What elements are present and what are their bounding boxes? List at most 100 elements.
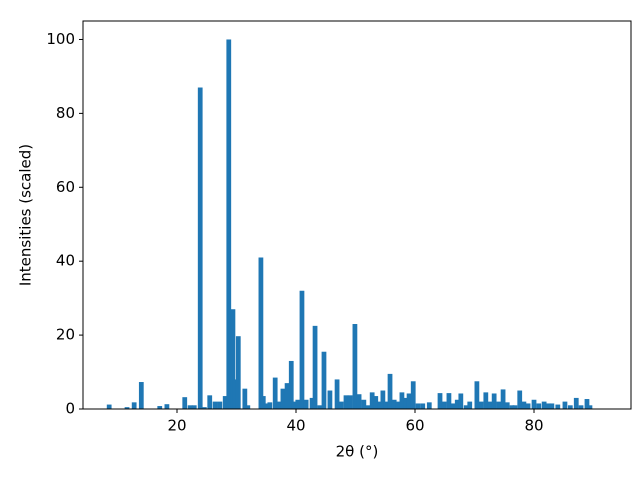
bar: [496, 401, 502, 409]
bar: [312, 325, 318, 409]
bar: [338, 401, 344, 409]
bar: [483, 392, 489, 409]
x-tick-label: 40: [286, 417, 305, 435]
bar: [217, 401, 223, 409]
bar: [536, 403, 542, 409]
bar: [131, 402, 137, 409]
bar: [327, 390, 333, 409]
bar: [491, 393, 497, 409]
y-tick-label: 20: [56, 326, 75, 344]
bar: [343, 395, 349, 409]
bar: [446, 393, 452, 409]
bar: [437, 393, 443, 409]
bar: [578, 405, 584, 409]
bar: [226, 39, 232, 409]
plot-frame: [82, 20, 632, 410]
bar: [187, 405, 193, 409]
bar: [395, 401, 401, 409]
bar: [562, 401, 568, 409]
bar: [230, 309, 236, 409]
bar: [373, 396, 379, 409]
y-axis-label: Intensities (scaled): [17, 144, 35, 286]
bar: [272, 377, 278, 409]
bar: [356, 394, 362, 409]
bar: [258, 257, 264, 409]
bar: [391, 399, 397, 409]
bar: [487, 401, 493, 409]
y-tick-label: 60: [56, 178, 75, 196]
bar: [525, 403, 531, 409]
x-axis-label: 2θ (°): [336, 443, 379, 461]
bar: [463, 405, 469, 409]
bar: [242, 388, 248, 409]
bar: [474, 381, 480, 409]
bar: [138, 382, 144, 409]
y-tick-label: 0: [65, 400, 75, 418]
bar: [245, 405, 251, 409]
bar: [280, 388, 286, 409]
bar: [347, 395, 353, 409]
bar: [164, 404, 170, 409]
bar: [212, 401, 218, 409]
bar: [276, 401, 282, 409]
bar: [106, 404, 112, 409]
bar: [441, 401, 447, 409]
bar: [377, 401, 383, 409]
bar: [309, 397, 315, 409]
bar: [352, 324, 358, 409]
bar: [555, 404, 561, 409]
bar: [512, 405, 518, 409]
bar: [157, 406, 163, 409]
y-tick-label: 100: [46, 30, 75, 48]
bar: [387, 373, 393, 409]
bar: [450, 403, 456, 409]
bar: [295, 399, 301, 409]
bar: [500, 389, 506, 409]
y-tick-label: 80: [56, 104, 75, 122]
bar: [361, 399, 367, 409]
bar: [334, 379, 340, 409]
bar: [202, 407, 207, 409]
y-tick-label: 40: [56, 252, 75, 270]
bar: [458, 393, 464, 409]
bar: [197, 87, 203, 409]
bar: [291, 401, 297, 409]
bar: [369, 392, 375, 409]
bar: [191, 405, 197, 409]
bar: [521, 401, 527, 409]
bar: [504, 402, 510, 409]
bar: [509, 405, 515, 409]
bar: [541, 401, 547, 409]
bar: [517, 390, 523, 409]
bar: [124, 407, 130, 409]
bar: [467, 401, 473, 409]
bar: [584, 399, 590, 409]
bar: [321, 351, 327, 409]
bar: [573, 397, 579, 409]
bar: [383, 401, 389, 409]
bar: [567, 405, 573, 409]
bar: [264, 403, 270, 409]
bar: [299, 290, 305, 409]
bar: [410, 381, 416, 409]
bar: [317, 405, 323, 409]
bar: [420, 403, 426, 409]
x-tick-label: 60: [405, 417, 424, 435]
bar: [545, 403, 551, 409]
bar: [182, 397, 188, 409]
bar: [267, 402, 273, 409]
bar: [380, 390, 386, 409]
bar: [403, 397, 409, 409]
bar: [399, 392, 405, 409]
bar: [288, 360, 294, 409]
bar: [284, 383, 290, 409]
bar: [365, 405, 371, 409]
bar: [454, 399, 460, 409]
bar: [222, 396, 228, 409]
bar: [531, 399, 537, 409]
x-tick-label: 20: [167, 417, 186, 435]
bar: [235, 336, 241, 409]
bar: [207, 395, 213, 409]
